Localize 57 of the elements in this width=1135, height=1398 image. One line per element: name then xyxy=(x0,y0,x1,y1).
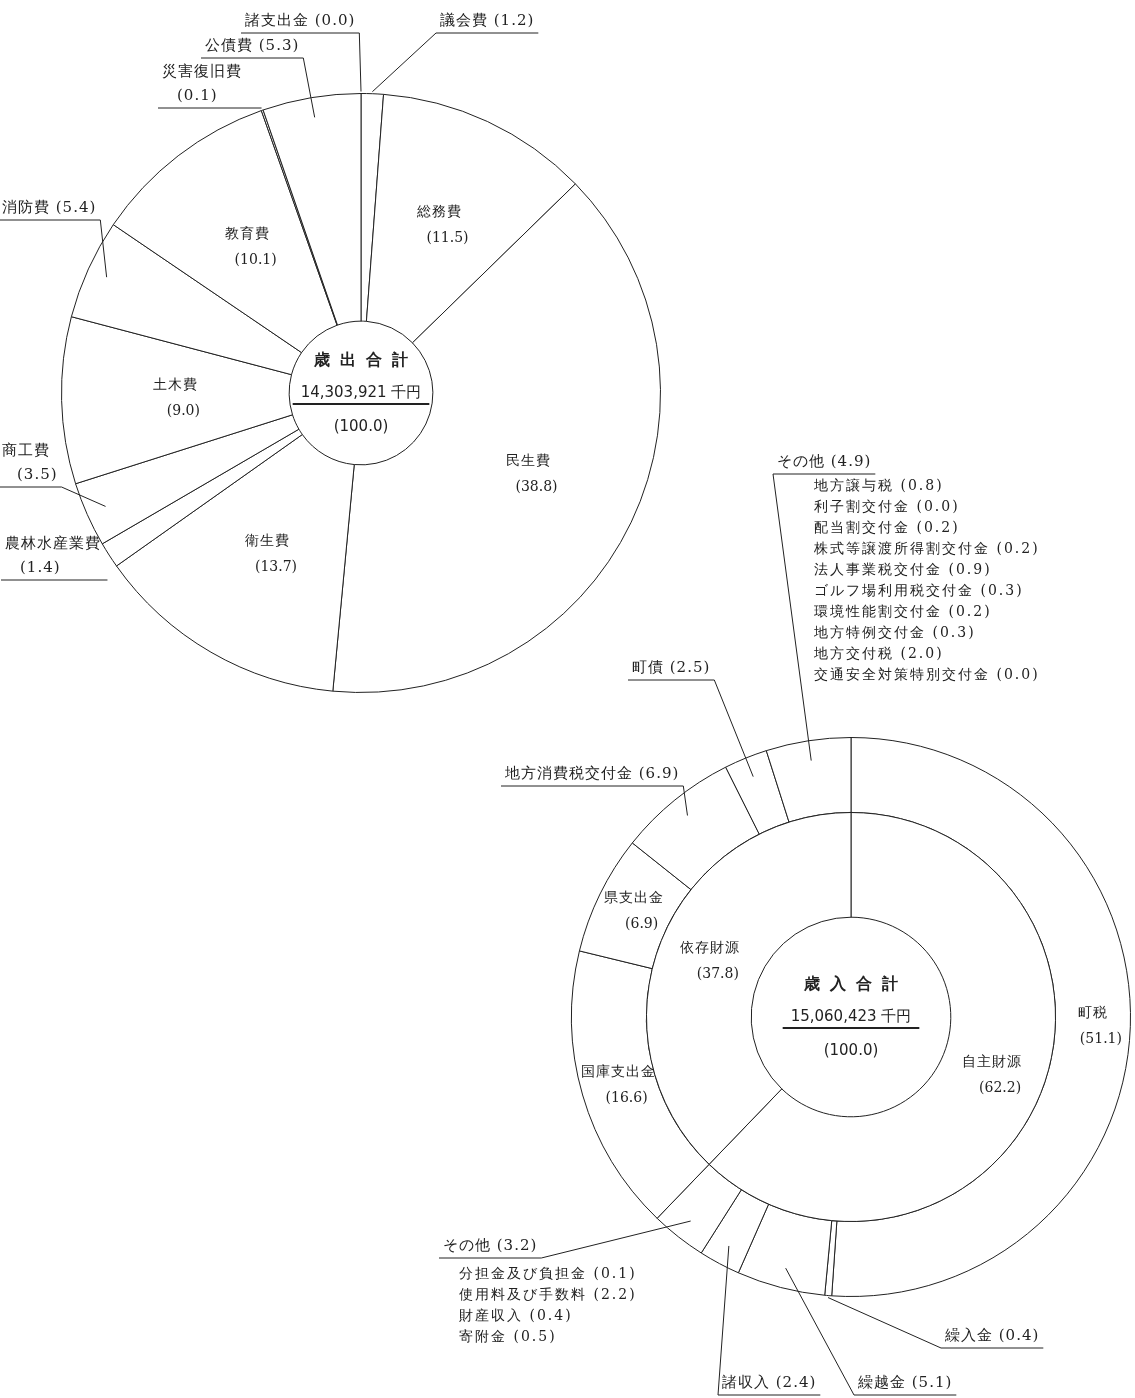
slice-label: その他 (4.9) xyxy=(777,452,872,470)
slice-label: 民生費 xyxy=(506,451,552,468)
slice-label: 教育費 xyxy=(225,224,271,241)
text: (100.0) xyxy=(333,416,389,435)
data-label: (1.4) xyxy=(20,558,61,576)
data-label: (3.5) xyxy=(17,465,58,483)
text: 分担金及び負担金 (0.1) xyxy=(459,1265,637,1281)
slice-label: その他 (3.2) xyxy=(443,1236,538,1254)
text: ゴルフ場利用税交付金 (0.3) xyxy=(814,582,1024,598)
text: 寄附金 (0.5) xyxy=(459,1328,557,1344)
data-label: (37.8) xyxy=(696,964,739,981)
text: 歳入合計 xyxy=(803,974,908,994)
text: 利子割交付金 (0.0) xyxy=(814,498,960,514)
text: 地方譲与税 (0.8) xyxy=(813,477,944,493)
slice-label: 農林水産業費 xyxy=(5,534,101,552)
text: 地方交付税 (2.0) xyxy=(813,645,944,661)
slice-label: 商工費 xyxy=(2,441,50,459)
data-label: (62.2) xyxy=(979,1078,1022,1095)
slice-label: 町税 xyxy=(1077,1004,1108,1020)
text: (100.0) xyxy=(823,1040,879,1059)
text: 14,303,921 千円 xyxy=(300,382,422,401)
data-label: (13.7) xyxy=(254,558,298,575)
text: 地方特例交付金 (0.3) xyxy=(813,624,976,640)
slice-label: 災害復旧費 xyxy=(162,62,242,80)
slice-label: 総務費 xyxy=(416,203,463,220)
slice-label: 衛生費 xyxy=(245,532,291,549)
slice-label: 自主財源 xyxy=(962,1052,1023,1069)
slice-label: 土木費 xyxy=(152,376,198,393)
category-label: 諸支出金 (0.0) xyxy=(245,11,356,29)
text: 交通安全対策特別交付金 (0.0) xyxy=(814,666,1040,682)
slice-label: 国庫支出金 xyxy=(581,1063,657,1080)
slice-label: 消防費 (5.4) xyxy=(2,198,97,216)
text: 使用料及び手数料 (2.2) xyxy=(459,1286,637,1302)
text: 歳出合計 xyxy=(313,350,418,370)
text: 法人事業税交付金 (0.9) xyxy=(814,561,992,577)
slice-label: 諸収入 (2.4) xyxy=(722,1373,817,1391)
text: 財産収入 (0.4) xyxy=(459,1307,573,1323)
data-label: (6.9) xyxy=(625,915,659,932)
data-label: (38.8) xyxy=(515,477,558,494)
data-label: (9.0) xyxy=(166,402,200,419)
text: 配当割交付金 (0.2) xyxy=(814,519,960,535)
slice-label: 町債 (2.5) xyxy=(632,658,711,676)
data-label: (16.6) xyxy=(605,1089,648,1106)
data-label: (51.1) xyxy=(1079,1030,1122,1046)
data-label: (0.1) xyxy=(177,86,218,104)
slice-label: 依存財源 xyxy=(679,938,740,955)
text: 株式等譲渡所得割交付金 (0.2) xyxy=(813,540,1040,556)
data-label: (11.5) xyxy=(426,229,469,246)
slice-label: 地方消費税交付金 (6.9) xyxy=(504,764,680,782)
slice-label: 県支出金 xyxy=(603,889,664,906)
slice-label: 繰入金 (0.4) xyxy=(944,1326,1040,1344)
data-label: (10.1) xyxy=(234,250,277,267)
slice-label: 公債費 (5.3) xyxy=(205,36,300,54)
text: 15,060,423 千円 xyxy=(790,1006,912,1025)
slice-label: 繰越金 (5.1) xyxy=(857,1373,953,1391)
text: 環境性能割交付金 (0.2) xyxy=(814,603,992,619)
slice-label: 議会費 (1.2) xyxy=(440,11,535,29)
